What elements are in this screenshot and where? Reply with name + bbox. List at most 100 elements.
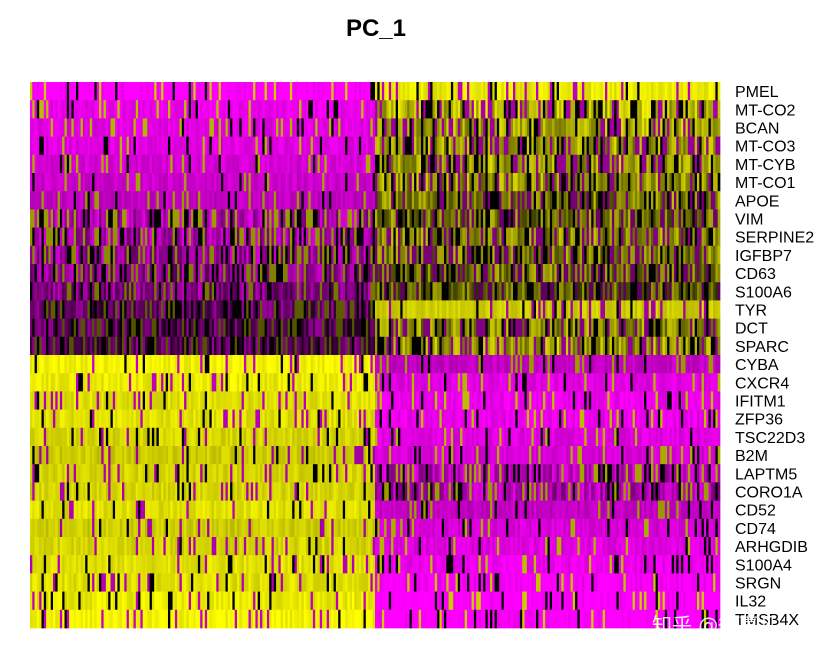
heatmap-cell	[243, 409, 247, 429]
heatmap-cell	[276, 282, 279, 301]
heatmap-cell	[73, 591, 77, 611]
heatmap-cell	[322, 191, 325, 210]
heatmap-cell	[331, 264, 334, 283]
heatmap-cell	[216, 409, 219, 429]
heatmap-cell	[177, 118, 180, 137]
heatmap-cell	[34, 609, 38, 629]
heatmap-cell	[200, 209, 203, 228]
heatmap-cell	[455, 136, 459, 156]
heatmap-cell	[154, 100, 157, 119]
heatmap-cell	[269, 154, 272, 174]
heatmap-cell	[687, 118, 691, 137]
heatmap-cell	[101, 573, 104, 592]
heatmap-cell	[467, 100, 470, 119]
heatmap-cell	[177, 573, 180, 592]
heatmap-cell	[333, 264, 337, 283]
heatmap-cell	[342, 191, 346, 210]
heatmap-cell	[246, 118, 249, 137]
heatmap-cell	[446, 82, 449, 101]
heatmap-cell	[319, 609, 323, 629]
heatmap-cell	[349, 409, 353, 429]
heatmap-cell	[216, 82, 219, 101]
heatmap-cell	[326, 446, 330, 465]
heatmap-cell	[218, 373, 222, 392]
heatmap-cell	[30, 191, 33, 210]
heatmap-cell	[43, 154, 47, 174]
heatmap-cell	[372, 136, 376, 156]
heatmap-cell	[126, 427, 130, 447]
heatmap-cell	[184, 518, 187, 538]
heatmap-cell	[243, 100, 247, 119]
heatmap-cell	[50, 227, 54, 247]
heatmap-cell	[85, 427, 88, 447]
heatmap-cell	[568, 118, 571, 137]
heatmap-cell	[260, 118, 263, 137]
heatmap-cell	[552, 118, 555, 137]
heatmap-cell	[110, 409, 114, 429]
heatmap-cell	[237, 336, 240, 356]
heatmap-cell	[444, 100, 447, 119]
heatmap-cell	[255, 500, 259, 520]
heatmap-cell	[303, 373, 307, 392]
heatmap-cell	[191, 482, 194, 501]
heatmap-cell	[255, 573, 259, 592]
heatmap-cell	[214, 573, 217, 592]
heatmap-cell	[317, 82, 321, 101]
heatmap-cell	[174, 173, 178, 192]
heatmap-cell	[220, 355, 224, 374]
heatmap-cell	[119, 336, 123, 356]
heatmap-cell	[66, 464, 70, 483]
heatmap-cell	[223, 245, 226, 265]
heatmap-cell	[363, 227, 367, 247]
heatmap-cell	[363, 373, 367, 392]
heatmap-cell	[322, 373, 325, 392]
heatmap-cell	[225, 518, 229, 538]
heatmap-cell	[174, 427, 178, 447]
heatmap-cell	[363, 209, 367, 228]
heatmap-cell	[266, 355, 270, 374]
heatmap-cell	[588, 100, 592, 119]
heatmap-cell	[246, 355, 249, 374]
heatmap-cell	[135, 537, 139, 556]
heatmap-cell	[294, 318, 298, 338]
heatmap-cell	[55, 427, 58, 447]
heatmap-cell	[223, 282, 226, 301]
heatmap-cell	[117, 118, 121, 137]
heatmap-cell	[50, 318, 54, 338]
heatmap-cell	[492, 82, 495, 101]
heatmap-cell	[345, 173, 348, 192]
heatmap-cell	[191, 609, 194, 629]
heatmap-cell	[188, 245, 192, 265]
heatmap-cell	[177, 154, 180, 174]
heatmap-cell	[319, 82, 323, 101]
heatmap-cell	[103, 209, 107, 228]
heatmap-cell	[36, 373, 40, 392]
heatmap-cell	[36, 355, 40, 374]
heatmap-cell	[243, 427, 247, 447]
heatmap-cell	[156, 446, 160, 465]
heatmap-cell	[66, 136, 70, 156]
heatmap-cell	[280, 537, 284, 556]
heatmap-cell	[241, 427, 245, 447]
heatmap-cell	[301, 173, 305, 192]
heatmap-cell	[99, 355, 102, 374]
heatmap-cell	[253, 209, 256, 228]
heatmap-cell	[126, 209, 130, 228]
heatmap-cell	[211, 191, 215, 210]
heatmap-cell	[80, 373, 84, 392]
heatmap-cell	[296, 154, 300, 174]
heatmap-cell	[365, 518, 369, 538]
heatmap-cell	[218, 464, 222, 483]
heatmap-cell	[427, 136, 431, 156]
heatmap-cell	[223, 100, 226, 119]
heatmap-cell	[271, 100, 275, 119]
heatmap-cell	[301, 191, 305, 210]
heatmap-cell	[71, 336, 75, 356]
heatmap-cell	[303, 537, 307, 556]
heatmap-cell	[165, 518, 169, 538]
heatmap-cell	[145, 500, 148, 520]
heatmap-cell	[545, 100, 548, 119]
heatmap-cell	[241, 573, 245, 592]
heatmap-cell	[34, 355, 38, 374]
heatmap-cell	[253, 500, 256, 520]
